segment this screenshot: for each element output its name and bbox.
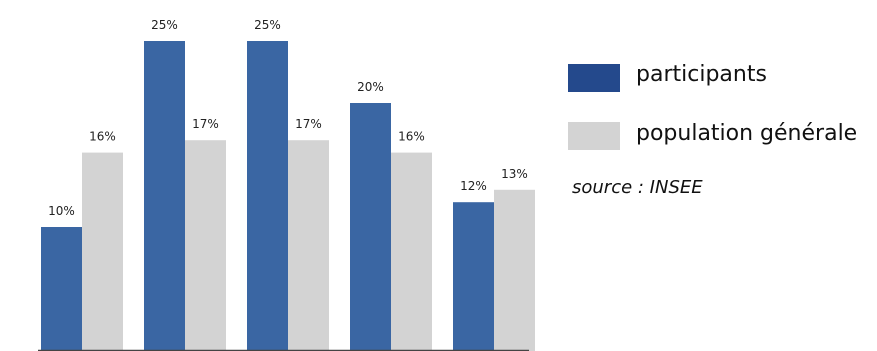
bar-population-generale-2 (185, 140, 226, 351)
legend-swatch-population-generale (568, 122, 620, 150)
bar-participants-5 (453, 202, 494, 351)
bars-layer (41, 41, 535, 351)
bar-population-generale-3 (288, 140, 329, 351)
value-label-participants-5: 12% (460, 179, 487, 193)
bar-participants-4 (350, 103, 391, 351)
value-label-population-generale-1: 16% (89, 130, 116, 144)
bar-population-generale-1 (82, 152, 123, 351)
legend-swatch-participants (568, 64, 620, 92)
legend-label-population-generale: population générale (636, 121, 858, 146)
value-label-population-generale-3: 17% (295, 117, 322, 131)
bar-population-generale-4 (391, 152, 432, 351)
bar-participants-3 (247, 41, 288, 351)
bar-chart: 10% 16% 25% 17% 25% 17% 20% 16% 12% 13% (38, 18, 535, 351)
legend-label-participants: participants (636, 62, 767, 87)
value-label-participants-3: 25% (254, 18, 281, 32)
value-label-population-generale-5: 13% (501, 167, 528, 181)
value-label-participants-1: 10% (48, 204, 75, 218)
bar-participants-1 (41, 227, 82, 351)
value-label-population-generale-2: 17% (192, 117, 219, 131)
legend-item-participants: participants (568, 58, 873, 92)
legend-item-population-generale: population générale (568, 119, 873, 153)
value-label-population-generale-4: 16% (398, 130, 425, 144)
source-note: source : INSEE (572, 177, 703, 198)
value-label-participants-2: 25% (151, 18, 178, 32)
value-labels-layer: 10% 16% 25% 17% 25% 17% 20% 16% 12% 13% (48, 18, 528, 218)
value-label-participants-4: 20% (357, 80, 384, 94)
bar-population-generale-5 (494, 189, 535, 351)
bar-participants-2 (144, 41, 185, 351)
